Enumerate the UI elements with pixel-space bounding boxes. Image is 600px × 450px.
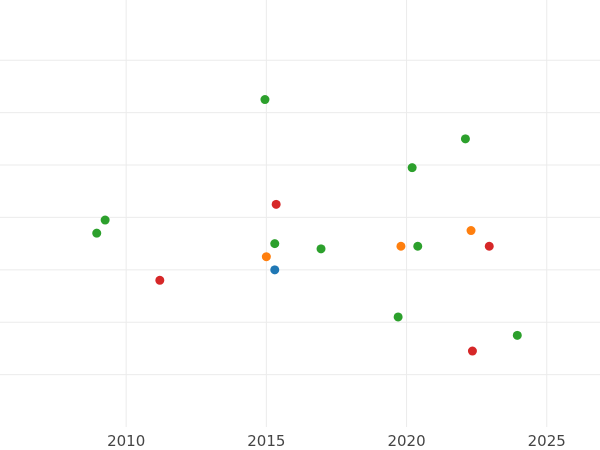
data-points	[92, 95, 522, 356]
data-point-series-1-2	[466, 226, 476, 236]
data-point-series-2-3	[270, 239, 280, 249]
data-point-series-2-7	[413, 241, 423, 251]
data-point-series-2-8	[460, 134, 470, 144]
data-point-series-2-4	[316, 244, 326, 254]
data-point-series-2-0	[92, 228, 102, 238]
data-point-series-2-1	[100, 215, 110, 225]
grid	[0, 0, 600, 427]
data-point-series-1-1	[396, 241, 406, 251]
data-point-series-3-1	[271, 199, 281, 209]
data-point-series-3-3	[484, 241, 494, 251]
x-tick-label: 2015	[247, 432, 285, 450]
x-tick-label: 2010	[107, 432, 145, 450]
data-point-series-2-2	[260, 95, 270, 105]
data-point-series-2-9	[512, 330, 522, 340]
x-tick-label: 2025	[528, 432, 566, 450]
data-point-series-3-2	[467, 346, 477, 356]
data-point-series-3-0	[155, 275, 165, 285]
data-point-series-2-5	[393, 312, 403, 322]
data-point-series-1-0	[261, 252, 271, 262]
data-point-series-2-6	[407, 163, 417, 173]
x-tick-label: 2020	[387, 432, 425, 450]
data-point-series-0-0	[270, 265, 280, 275]
x-axis-tick-labels: 2010 2015 2020 2025	[107, 432, 566, 450]
